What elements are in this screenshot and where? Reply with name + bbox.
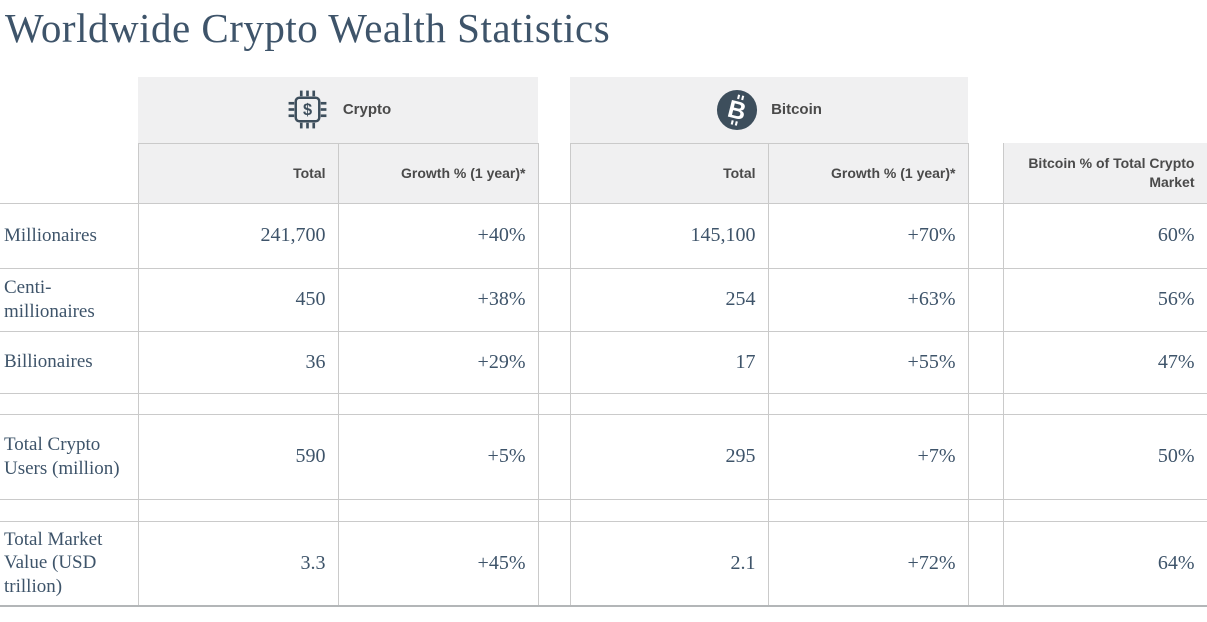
- sub-header-row: Total Growth % (1 year)* Total Growth % …: [0, 143, 1207, 204]
- cell-crypto-total: 450: [137, 267, 339, 332]
- spacer-cell: [0, 499, 138, 522]
- cell-crypto-total: 241,700: [137, 202, 339, 269]
- corner-cell: [0, 77, 138, 144]
- spacer-cell: [337, 498, 539, 522]
- cell-crypto-growth: +45%: [337, 520, 539, 608]
- table-row-centi-millionaires: Centi-millionaires 450 +38% 254 +63% 56%: [0, 267, 1207, 332]
- gap-cell: [967, 330, 1004, 394]
- header-crypto-growth: Growth % (1 year)*: [337, 143, 539, 204]
- svg-text:B: B: [725, 96, 749, 127]
- spacer-cell: [337, 392, 539, 415]
- gap-cell: [967, 267, 1004, 332]
- bitcoin-group-header: B Bitcoin: [570, 77, 968, 144]
- cell-bitcoin-total: 145,100: [569, 202, 769, 269]
- row-label: Total Crypto Users (million): [0, 414, 138, 500]
- cell-bitcoin-growth: +72%: [767, 520, 969, 608]
- cell-bitcoin-share: 56%: [1002, 267, 1207, 332]
- spacer-cell: [137, 498, 339, 522]
- cell-bitcoin-share: 64%: [1002, 520, 1207, 608]
- cell-bitcoin-total: 2.1: [569, 520, 769, 608]
- gap-cell: [537, 330, 571, 394]
- row-label: Centi-millionaires: [0, 268, 138, 332]
- spacer-cell: [767, 498, 969, 522]
- blank-cell: [0, 143, 138, 204]
- bitcoin-icon: B: [716, 89, 758, 131]
- cell-crypto-total: 36: [137, 330, 339, 394]
- row-label: Total Market Value (USD trillion): [0, 521, 138, 608]
- gap-cell: [968, 77, 1003, 144]
- cell-crypto-growth: +38%: [337, 267, 539, 332]
- svg-text:$: $: [303, 101, 312, 119]
- spacer-row: [0, 498, 1207, 522]
- cell-bitcoin-share: 50%: [1002, 413, 1207, 500]
- spacer-cell: [1002, 498, 1207, 522]
- group-header-row: $ Crypto: [0, 77, 1207, 144]
- gap-cell: [537, 413, 571, 500]
- cell-bitcoin-growth: +63%: [767, 267, 969, 332]
- page-title: Worldwide Crypto Wealth Statistics: [5, 5, 611, 51]
- gap-cell: [537, 520, 571, 608]
- cell-crypto-total: 3.3: [137, 520, 339, 608]
- gap-cell: [538, 77, 570, 144]
- spacer-row: [0, 392, 1207, 415]
- gap-cell: [537, 498, 571, 522]
- gap-cell: [967, 202, 1004, 269]
- header-bitcoin-share: Bitcoin % of Total Crypto Market: [1002, 143, 1207, 204]
- cell-bitcoin-growth: +55%: [767, 330, 969, 394]
- gap-cell: [538, 143, 570, 204]
- row-label: Millionaires: [0, 203, 138, 269]
- cell-crypto-total: 590: [137, 413, 339, 500]
- header-crypto-total: Total: [137, 143, 339, 204]
- spacer-cell: [569, 498, 769, 522]
- crypto-group-label: Crypto: [342, 101, 392, 119]
- header-bitcoin-total: Total: [569, 143, 769, 204]
- table-row-billionaires: Billionaires 36 +29% 17 +55% 47%: [0, 330, 1207, 394]
- row-label: Billionaires: [0, 331, 138, 394]
- spacer-cell: [1002, 392, 1207, 415]
- gap-cell: [537, 202, 571, 269]
- cell-bitcoin-total: 295: [569, 413, 769, 500]
- gap-cell: [967, 413, 1004, 500]
- gap-cell: [967, 392, 1004, 415]
- spacer-cell: [137, 392, 339, 415]
- gap-cell: [967, 498, 1004, 522]
- gap-cell: [968, 143, 1003, 204]
- gap-cell: [537, 267, 571, 332]
- cell-crypto-growth: +29%: [337, 330, 539, 394]
- crypto-wealth-table: $ Crypto: [0, 77, 1207, 608]
- cell-bitcoin-total: 254: [569, 267, 769, 332]
- cell-bitcoin-share: 60%: [1002, 202, 1207, 269]
- cell-bitcoin-growth: +70%: [767, 202, 969, 269]
- cell-crypto-growth: +40%: [337, 202, 539, 269]
- spacer-cell: [767, 392, 969, 415]
- spacer-cell: [0, 393, 138, 415]
- table-row-millionaires: Millionaires 241,700 +40% 145,100 +70% 6…: [0, 202, 1207, 269]
- cell-crypto-growth: +5%: [337, 413, 539, 500]
- crypto-chip-icon: $: [285, 87, 330, 132]
- cell-bitcoin-share: 47%: [1002, 330, 1207, 394]
- header-bitcoin-growth: Growth % (1 year)*: [767, 143, 969, 204]
- table-row-total-crypto-users: Total Crypto Users (million) 590 +5% 295…: [0, 413, 1207, 500]
- spacer-cell: [569, 392, 769, 415]
- gap-cell: [537, 392, 571, 415]
- gap-cell: [967, 520, 1004, 608]
- table-row-total-market-value: Total Market Value (USD trillion) 3.3 +4…: [0, 520, 1207, 608]
- blank-cell: [1003, 77, 1207, 144]
- cell-bitcoin-growth: +7%: [767, 413, 969, 500]
- cell-bitcoin-total: 17: [569, 330, 769, 394]
- bitcoin-group-label: Bitcoin: [771, 101, 822, 119]
- crypto-group-header: $ Crypto: [138, 77, 538, 144]
